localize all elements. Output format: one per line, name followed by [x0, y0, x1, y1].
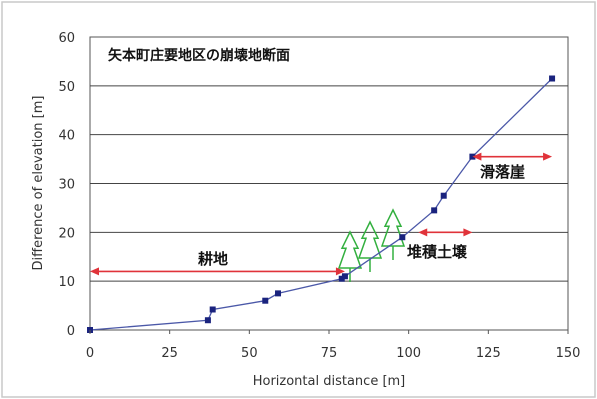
y-tick-labels: 0 10 20 30 40 50 60: [58, 31, 75, 339]
data-point: [341, 273, 348, 280]
annotation-arrows: [90, 152, 553, 276]
annotation-arrow: [90, 267, 345, 276]
tree-illustration: [337, 208, 406, 282]
tree-icon: [357, 220, 383, 272]
x-tick-label: 25: [161, 346, 178, 361]
annotation-arrow: [472, 152, 553, 161]
data-point: [549, 75, 556, 82]
y-tick-label: 40: [58, 129, 75, 144]
x-tick-label: 100: [396, 346, 421, 361]
grid-lines: [90, 85, 568, 282]
y-tick-label: 60: [58, 31, 75, 46]
data-point: [338, 275, 345, 282]
y-tick-label: 10: [58, 275, 75, 290]
annotation-label-farmland: 耕地: [198, 250, 228, 268]
data-point: [204, 317, 211, 324]
data-point: [209, 306, 216, 313]
x-tick-label: 0: [86, 346, 94, 361]
annotation-label-deposit-soil: 堆積土壌: [407, 243, 468, 261]
x-tick-label: 75: [321, 346, 338, 361]
y-tick-label: 30: [58, 178, 75, 193]
x-axis-title: Horizontal distance [m]: [253, 374, 406, 389]
y-axis-title: Difference of elevation [m]: [31, 96, 46, 271]
data-point: [440, 192, 447, 199]
y-tick-label: 0: [67, 324, 75, 339]
tree-icon: [337, 230, 363, 282]
x-tick-label: 125: [476, 346, 501, 361]
chart-title: 矢本町庄要地区の崩壊地断面: [108, 47, 290, 64]
y-tick-label: 50: [58, 80, 75, 95]
tree-icon: [380, 208, 406, 260]
data-point: [262, 297, 269, 304]
y-tick-label: 20: [58, 226, 75, 241]
data-point: [399, 234, 406, 241]
data-point: [431, 207, 438, 214]
x-tick-labels: 0 25 50 75 100 125 150: [86, 330, 581, 361]
data-point: [275, 290, 282, 297]
annotation-arrow: [418, 228, 473, 237]
x-tick-label: 150: [556, 346, 581, 361]
x-tick-label: 50: [241, 346, 258, 361]
annotation-label-scarp: 滑落崖: [480, 163, 525, 181]
